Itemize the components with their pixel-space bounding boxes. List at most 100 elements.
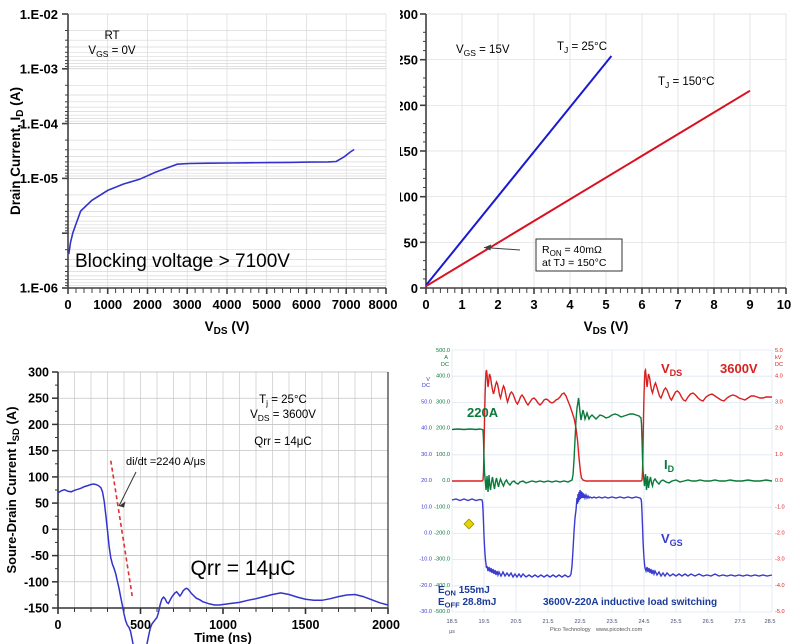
- x-tick-label: 6: [638, 297, 645, 312]
- blue-tick: 50.0: [421, 400, 432, 406]
- trace-vgs: [451, 489, 773, 579]
- y-tick-label: 50: [35, 497, 49, 511]
- x-tick-label: 1500: [292, 618, 320, 632]
- annotation-qrr-small-note: Qrr = 14μC: [254, 436, 311, 448]
- y-tick-label: 1.E-02: [20, 7, 58, 22]
- trace-label-vds: VDS: [661, 361, 682, 378]
- svg-text:Drain Current, ID (A): Drain Current, ID (A): [8, 87, 26, 215]
- red-tick: -1.0: [775, 504, 785, 510]
- svg-text:VDS (V): VDS (V): [205, 319, 250, 337]
- panel-output-characteristics: 300 250 200 150 100 50 0 0 1 2 3 4 5 6 7…: [400, 0, 800, 340]
- y-tick-label: 1.E-04: [20, 116, 59, 131]
- annotation-vgs-note: VGS = 15V: [456, 44, 510, 58]
- blue-tick: 20.0: [421, 478, 432, 484]
- y-tick-label: -150: [24, 602, 49, 616]
- series-tj25: [425, 55, 613, 286]
- y-tick-label: 150: [400, 144, 418, 159]
- green-tick: 300.0: [436, 400, 450, 406]
- x-tick-label: 3000: [173, 297, 202, 312]
- scope-left-green-axis: 500.0 A DC 400.0 300.0 200.0 100.0 0.0 -…: [434, 348, 450, 615]
- scope-footer: Pico Technology www.picotech.com: [550, 627, 643, 633]
- axis-unit-kv: kV: [775, 355, 782, 361]
- y-tick-label: 0: [42, 523, 49, 537]
- axis-unit-v: V: [426, 377, 430, 383]
- annotation-voltage-level-label: 3600V: [720, 361, 758, 376]
- axis-unit-dc: DC: [441, 362, 449, 368]
- x-axis-title: VDS (V): [205, 319, 250, 337]
- panel-scope-capture: V DC 50.0 40.0 30.0 20.0 10.0 0.0 -10.0 …: [400, 340, 800, 644]
- series-isd: [57, 483, 389, 644]
- x-tick-label: 500: [130, 618, 151, 632]
- x-tick-label: 7000: [332, 297, 361, 312]
- x-axis-title: VDS (V): [584, 319, 629, 337]
- trace-id: [451, 397, 773, 493]
- x-tick-label: 8000: [369, 297, 398, 312]
- trace-label-vgs: VGS: [661, 531, 683, 548]
- x-tick-label: 7: [674, 297, 681, 312]
- footer-url[interactable]: www.picotech.com: [595, 627, 643, 633]
- y-tick-label: 1.E-05: [20, 171, 58, 186]
- x-axis-tick-labels: 0 1000 2000 3000 4000 5000 6000 7000 800…: [64, 297, 397, 312]
- annotation-eoff-label: EOFF 28.8mJ: [438, 597, 496, 610]
- x-tick-label: 5000: [252, 297, 281, 312]
- annotation-tj150-label: TJ = 150°C: [658, 76, 714, 90]
- x-tick-label: 21.5: [543, 619, 554, 625]
- panel-reverse-recovery: 300 250 200 150 100 50 0 -50 -100 -150 0…: [0, 340, 400, 644]
- y-tick-label: 250: [28, 392, 49, 406]
- footer-vendor: Pico Technology: [550, 627, 591, 633]
- trace-label-id: ID: [664, 457, 675, 474]
- x-tick-label: 1000: [209, 618, 237, 632]
- series-didt-slope: [110, 460, 133, 597]
- y-axis-tick-labels: 1.E-02 1.E-03 1.E-04 1.E-05 1.E-06: [20, 7, 59, 296]
- green-tick: -300.0: [434, 557, 450, 563]
- y-tick-label: 100: [400, 190, 418, 205]
- red-tick: 2.0: [775, 426, 783, 432]
- x-tick-label: 4000: [213, 297, 242, 312]
- y-axis-title-unit: (A): [8, 87, 23, 110]
- annotation-tj25-label: TJ = 25°C: [557, 41, 607, 55]
- x-tick-label: 2: [494, 297, 501, 312]
- x-tick-label: 10: [777, 297, 791, 312]
- y-tick-label: 100: [28, 470, 49, 484]
- didt-callout: di/dt =2240 A/μs: [118, 456, 206, 508]
- x-tick-label: 18.5: [447, 619, 458, 625]
- green-tick: -400.0: [434, 583, 450, 589]
- blue-tick: -10.0: [419, 557, 432, 563]
- green-tick: 400.0: [436, 373, 450, 379]
- x-tick-label: 4: [566, 297, 574, 312]
- x-axis-tick-labels: 0 500 1000 1500 2000: [55, 618, 400, 632]
- x-tick-label: 25.5: [671, 619, 682, 625]
- x-tick-label: 2000: [372, 618, 400, 632]
- axis-unit-dc: DC: [422, 383, 430, 389]
- blue-tick: 40.0: [421, 426, 432, 432]
- svg-text:Soure-Drain Current ISD (A): Soure-Drain Current ISD (A): [4, 406, 22, 573]
- red-tick: -2.0: [775, 531, 785, 537]
- x-tick-label: 1000: [93, 297, 122, 312]
- axis-unit-a: A: [444, 355, 448, 361]
- blue-tick: 30.0: [421, 452, 432, 458]
- blue-tick: -30.0: [419, 609, 432, 615]
- axis-unit-5: 5.0: [775, 348, 783, 354]
- scope-left-blue-axis: V DC 50.0 40.0 30.0 20.0 10.0 0.0 -10.0 …: [419, 377, 432, 615]
- ron-callout-line1: RON = 40mΩ: [542, 244, 602, 258]
- annotation-caption: 3600V-220A inductive load switching: [543, 597, 717, 608]
- x-axis-tick-labels: 0 1 2 3 4 5 6 7 8 9 10: [422, 297, 791, 312]
- green-tick: -200.0: [434, 531, 450, 537]
- red-tick: -5.0: [775, 609, 785, 615]
- trigger-marker[interactable]: [463, 518, 475, 530]
- y-tick-label: -100: [24, 575, 49, 589]
- y-tick-label: 200: [400, 98, 418, 113]
- y-tick-label: 1.E-03: [20, 62, 58, 77]
- annotation-tj-note: Tj = 25°C: [259, 394, 307, 408]
- svg-text:VDS (V): VDS (V): [584, 319, 629, 337]
- green-tick: 0.0: [442, 478, 450, 484]
- x-tick-label: 27.5: [735, 619, 746, 625]
- x-axis-title-sub: DS: [214, 326, 228, 337]
- x-tick-label: 24.5: [639, 619, 650, 625]
- x-tick-label: 20.5: [511, 619, 522, 625]
- green-tick: 100.0: [436, 452, 450, 458]
- y-axis-tick-labels: 300 250 200 150 100 50 0: [400, 7, 418, 296]
- red-tick: 3.0: [775, 400, 783, 406]
- series-blocking-id: [68, 148, 355, 255]
